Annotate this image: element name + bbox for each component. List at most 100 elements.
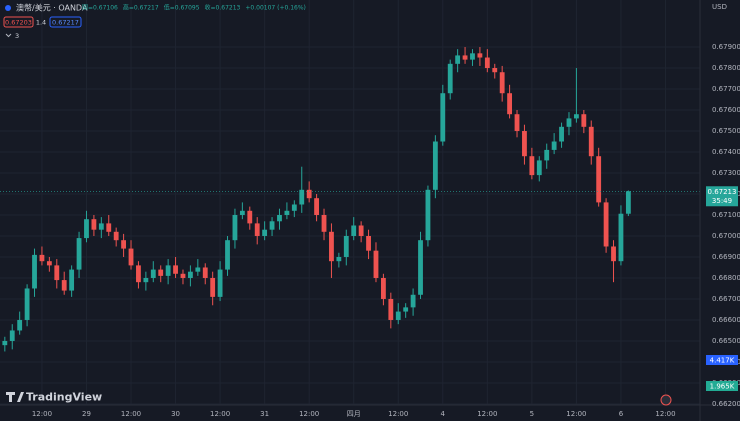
last-price-tag	[706, 186, 738, 207]
candle-body	[299, 189, 305, 205]
candle-body	[581, 114, 587, 127]
candle-body	[69, 269, 75, 291]
candle-body	[46, 261, 52, 266]
candle-body	[625, 191, 631, 214]
candle-body	[76, 238, 82, 270]
candle-body	[106, 223, 112, 232]
candle-body	[277, 214, 282, 222]
last-price-label: 0.67213	[708, 188, 737, 196]
y-tick-label: 0.67800	[712, 64, 740, 72]
volume-tag	[706, 381, 738, 391]
axes: 0.662000.663000.664000.665000.666000.667…	[32, 43, 740, 418]
candle-body	[380, 277, 386, 299]
candle-body	[462, 55, 468, 60]
volume-label: 4.417K	[710, 357, 735, 365]
y-tick-label: 0.67100	[712, 211, 740, 219]
candle-body	[202, 267, 208, 278]
candle-body	[225, 240, 230, 270]
y-tick-label: 0.67400	[712, 148, 740, 156]
y-tick-label: 0.67600	[712, 106, 740, 114]
x-tick-label: 12:00	[32, 410, 52, 418]
candle-body	[432, 141, 438, 190]
candle-body	[262, 229, 268, 236]
candle-body	[254, 223, 260, 236]
currency[interactable]: USD	[712, 3, 727, 11]
candle-body	[603, 202, 609, 247]
candles	[0, 47, 700, 352]
candle-body	[32, 254, 37, 289]
candle-body	[187, 271, 193, 278]
candle-body	[588, 126, 594, 157]
y-tick-label: 0.66500	[712, 337, 740, 345]
candle-body	[150, 269, 156, 278]
candle-body	[158, 269, 164, 276]
symbol-icon	[5, 5, 11, 11]
candle-body	[17, 319, 23, 331]
candle-body	[291, 204, 297, 211]
candle-body	[113, 231, 119, 241]
candle-body	[477, 53, 483, 58]
buy-box[interactable]	[49, 16, 82, 28]
candle-body	[314, 198, 320, 215]
candle-body	[91, 219, 97, 230]
candle-body	[499, 72, 505, 94]
candle-body	[128, 248, 134, 266]
candle-body	[98, 223, 104, 230]
candle-body	[329, 231, 334, 262]
y-tick-label: 0.67000	[712, 232, 740, 240]
y-tick-label: 0.66900	[712, 253, 740, 261]
candle-body	[559, 126, 564, 142]
brand-name: TradingView	[26, 391, 102, 404]
candle-body	[514, 114, 520, 132]
candle-body	[388, 298, 394, 320]
x-tick-label: 6	[619, 410, 624, 418]
candle-body	[173, 265, 178, 274]
ohlc-value: 收=0.67213	[205, 4, 241, 12]
candle-body	[136, 265, 141, 283]
candle-body	[210, 277, 216, 297]
candle-body	[247, 210, 253, 224]
candle-body	[403, 307, 409, 312]
volume-label: 1.965K	[710, 383, 735, 391]
candle-body	[447, 63, 453, 94]
candle-body	[492, 68, 498, 73]
symbol-title: 澳幣/美元 · OANDA	[16, 3, 88, 13]
candle-body	[440, 93, 446, 142]
x-tick-label: 12:00	[477, 410, 497, 418]
candle-body	[484, 57, 490, 69]
candle-body	[566, 118, 572, 127]
y-tick-label: 0.66600	[712, 316, 740, 324]
candle-body	[39, 254, 45, 262]
ohlc-value: 開=0.67106	[82, 5, 118, 12]
candle-body	[336, 256, 342, 262]
brand-icon	[6, 392, 24, 402]
indicator-count[interactable]: 3	[15, 32, 19, 40]
candle-body	[507, 93, 513, 115]
candle-body	[321, 214, 327, 232]
candle-body	[395, 311, 401, 320]
candle-body	[165, 265, 171, 276]
candle-body	[470, 53, 475, 60]
candle-body	[54, 265, 60, 281]
x-tick-label: 5	[530, 410, 534, 418]
candle-body	[596, 156, 602, 203]
candle-body	[366, 235, 371, 251]
candle-body	[418, 240, 423, 295]
sell-box[interactable]	[3, 16, 34, 28]
candle-body	[306, 189, 312, 199]
volume-tag	[706, 355, 738, 365]
candle-body	[9, 330, 15, 341]
ohlc-value: 高=0.67217	[123, 4, 159, 12]
chevron[interactable]	[5, 33, 12, 38]
y-tick-label: 0.67900	[712, 43, 740, 51]
candle-body	[611, 246, 616, 262]
y-tick-label: 0.66700	[712, 295, 740, 303]
candle-body	[232, 214, 238, 241]
candle-body	[529, 156, 535, 176]
ohlc-value: +0.00107 (+0.16%)	[245, 5, 306, 12]
candle-body	[425, 189, 431, 241]
flag-icon[interactable]	[660, 394, 672, 406]
candle-body	[239, 210, 245, 215]
